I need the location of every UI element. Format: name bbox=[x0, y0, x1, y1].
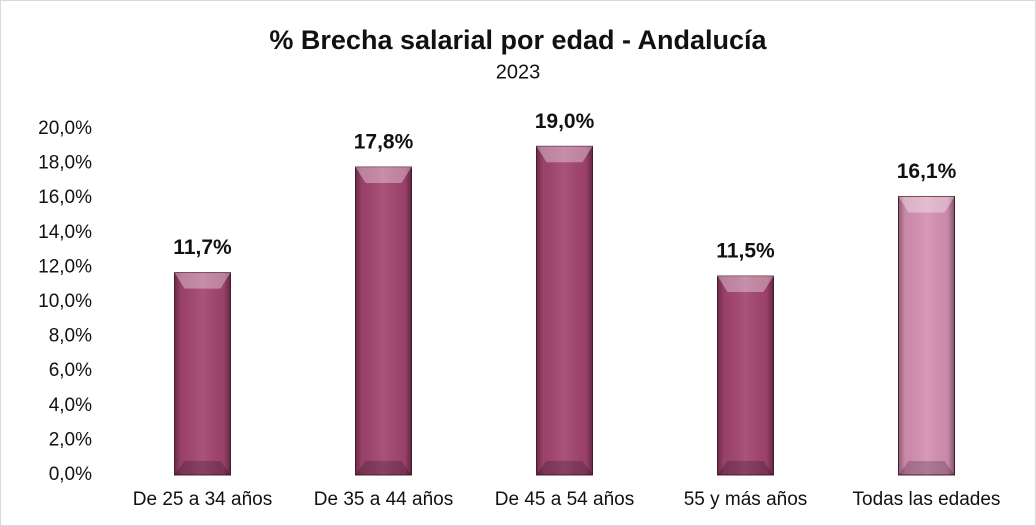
bar-bevel bbox=[355, 167, 412, 184]
bar-bevel bbox=[717, 276, 774, 293]
bar-shade bbox=[355, 167, 412, 475]
y-tick-label: 18,0% bbox=[38, 153, 92, 174]
data-label: 11,5% bbox=[716, 240, 775, 263]
x-tick-label: De 25 a 34 años bbox=[133, 489, 272, 510]
y-tick-label: 0,0% bbox=[49, 464, 92, 485]
bar-bevel bbox=[536, 146, 593, 163]
y-tick-label: 16,0% bbox=[38, 187, 92, 208]
bar-shade bbox=[717, 276, 774, 475]
data-label: 16,1% bbox=[897, 160, 957, 183]
bar-bevel bbox=[355, 461, 412, 475]
data-label: 19,0% bbox=[535, 110, 595, 133]
chart-subtitle: 2023 bbox=[496, 61, 541, 83]
bar-bevel bbox=[536, 461, 593, 475]
y-tick-label: 10,0% bbox=[38, 291, 92, 312]
x-tick-label: De 35 a 44 años bbox=[314, 489, 453, 510]
chart-title: % Brecha salarial por edad - Andalucía bbox=[269, 25, 767, 55]
x-tick-label: 55 y más años bbox=[684, 489, 808, 510]
bar-bevel bbox=[717, 461, 774, 475]
y-tick-label: 6,0% bbox=[49, 360, 92, 381]
y-tick-label: 12,0% bbox=[38, 256, 92, 277]
data-label: 11,7% bbox=[173, 236, 232, 259]
x-tick-label: Todas las edades bbox=[853, 489, 1001, 510]
y-tick-label: 14,0% bbox=[38, 222, 92, 243]
bar-bevel bbox=[898, 461, 955, 475]
bar-shade bbox=[174, 272, 231, 475]
y-tick-label: 20,0% bbox=[38, 118, 92, 139]
y-tick-label: 8,0% bbox=[49, 326, 92, 347]
x-tick-label: De 45 a 54 años bbox=[495, 489, 634, 510]
y-tick-label: 2,0% bbox=[49, 429, 92, 450]
bar-bevel bbox=[174, 272, 231, 289]
y-tick-label: 4,0% bbox=[49, 395, 92, 416]
bar-shade bbox=[536, 146, 593, 476]
bar-bevel bbox=[174, 461, 231, 475]
data-label: 17,8% bbox=[354, 131, 414, 154]
bar-shade bbox=[898, 196, 955, 475]
bar-bevel bbox=[898, 196, 955, 213]
